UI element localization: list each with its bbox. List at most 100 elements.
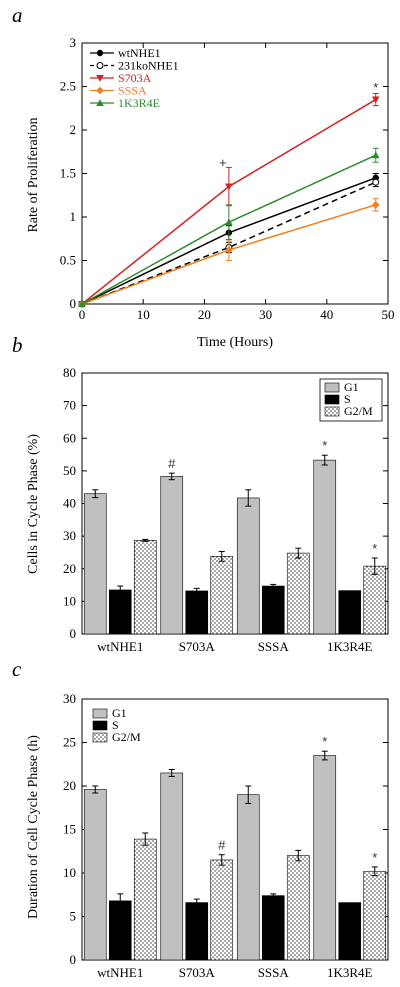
data-point [225, 218, 233, 226]
chart-c-ylabel: Duration of Cell Cycle Phase (h) [26, 735, 41, 919]
y-tick-label: 2 [70, 122, 77, 137]
y-tick-label: 20 [63, 561, 76, 576]
y-tick-label: 80 [63, 365, 76, 380]
data-point [371, 201, 380, 209]
data-point [225, 183, 233, 191]
bar-s [108, 900, 132, 961]
data-point [78, 300, 86, 308]
significance-marker: * [322, 734, 327, 749]
y-tick-label: 40 [63, 496, 76, 511]
x-tick-label: 30 [259, 307, 272, 322]
legend-label: 1K3R4E [118, 96, 160, 110]
y-tick-label: 1 [70, 209, 77, 224]
x-tick-label: 20 [198, 307, 211, 322]
y-tick-label: 2.5 [60, 79, 76, 94]
legend-swatch [324, 382, 340, 393]
cell-cycle-phase-bar-chart: 0 10 20 30 40 50 60 70 80 wtNHE1 S703A SSSA 1K3R4E # *… [63, 365, 389, 654]
y-tick-label: 10 [63, 593, 76, 608]
y-tick-label: 15 [63, 822, 76, 837]
bar-g2m [286, 552, 310, 635]
data-point [225, 246, 233, 254]
bar-g1 [160, 476, 184, 635]
legend-label: S703A [118, 71, 152, 85]
legend-label: 231koNHE1 [118, 59, 179, 73]
legend-label: G1 [344, 380, 359, 394]
x-tick-label: 40 [320, 307, 333, 322]
bar-g2m [210, 859, 234, 961]
y-tick-label: 60 [63, 430, 76, 445]
y-tick-label: 20 [63, 778, 76, 793]
panel-letter-b: b [12, 333, 23, 357]
legend-swatch [92, 732, 108, 743]
proliferation-line-chart: 0 10 20 30 40 5000.511.522.53wtNHE1231koNHE1S… [60, 35, 395, 322]
bar-group-sssa [236, 785, 310, 961]
series-line [81, 181, 377, 305]
category-label: wtNHE1 [97, 639, 143, 654]
panel-letter-a: a [12, 3, 23, 27]
data-point [371, 96, 380, 104]
bar-g2m [363, 565, 387, 635]
x-tick-label: 10 [137, 307, 150, 322]
category-label: SSSA [258, 639, 290, 654]
category-label: wtNHE1 [97, 965, 143, 980]
y-tick-label: 0 [70, 296, 77, 311]
bar-g1 [236, 497, 260, 635]
data-point [96, 99, 104, 107]
bar-s [261, 895, 285, 961]
bar-group-1k3r4e [313, 750, 387, 961]
significance-marker: # [218, 838, 226, 853]
legend-swatch [92, 720, 108, 731]
x-tick-label: 0 [79, 307, 86, 322]
bar-g2m [133, 838, 157, 961]
y-tick-label: 1.5 [60, 166, 76, 181]
y-tick-label: 50 [63, 463, 76, 478]
y-tick-label: 0 [70, 952, 77, 967]
legend-swatch [92, 708, 108, 719]
y-tick-label: 5 [70, 909, 77, 924]
bar-g1 [83, 493, 107, 635]
bar-group-sssa [236, 489, 310, 635]
data-point [96, 49, 104, 57]
bar-g1 [313, 459, 337, 635]
data-point [96, 74, 104, 82]
significance-marker: + [219, 155, 227, 170]
category-label: SSSA [258, 965, 290, 980]
series-sssa [78, 198, 380, 308]
y-tick-label: 70 [63, 398, 76, 413]
significance-marker: * [372, 850, 377, 865]
bar-g2m [286, 855, 310, 961]
bar-group-1k3r4e [313, 454, 387, 635]
bar-group-wtnhe1 [83, 785, 157, 961]
bar-s [108, 589, 132, 635]
significance-marker: * [372, 541, 377, 556]
data-point [96, 62, 104, 69]
y-tick-label: 30 [63, 691, 76, 706]
legend-label: wtNHE1 [118, 46, 161, 60]
legend-label: S [112, 718, 119, 732]
bar-s [185, 590, 209, 635]
bar-g1 [83, 789, 107, 961]
panel-letter-c: c [12, 657, 22, 681]
legend-swatch [324, 406, 340, 417]
legend-swatch [324, 394, 340, 405]
y-tick-label: 0.5 [60, 253, 76, 268]
bar-s [261, 585, 285, 635]
y-tick-label: 25 [63, 735, 76, 750]
bar-g2m [363, 870, 387, 961]
bar-s [338, 902, 362, 961]
data-point [371, 151, 380, 159]
series-1k3r4e [78, 147, 380, 308]
data-point [96, 86, 104, 95]
significance-marker: * [322, 438, 327, 453]
bar-group-s703a [160, 768, 234, 961]
y-tick-label: 30 [63, 528, 76, 543]
bar-group-wtnhe1 [83, 489, 157, 635]
chart-a-ylabel: Rate of Proliferation [26, 117, 41, 232]
category-label: 1K3R4E [327, 639, 373, 654]
bar-s [338, 590, 362, 635]
category-label: S703A [179, 639, 216, 654]
cell-cycle-duration-bar-chart: 0 5 10 15 20 25 30 wtNHE1 S703A SSSA 1K3R4E # * * G1SG… [63, 691, 389, 980]
category-label: 1K3R4E [327, 965, 373, 980]
significance-marker: * [373, 80, 378, 95]
